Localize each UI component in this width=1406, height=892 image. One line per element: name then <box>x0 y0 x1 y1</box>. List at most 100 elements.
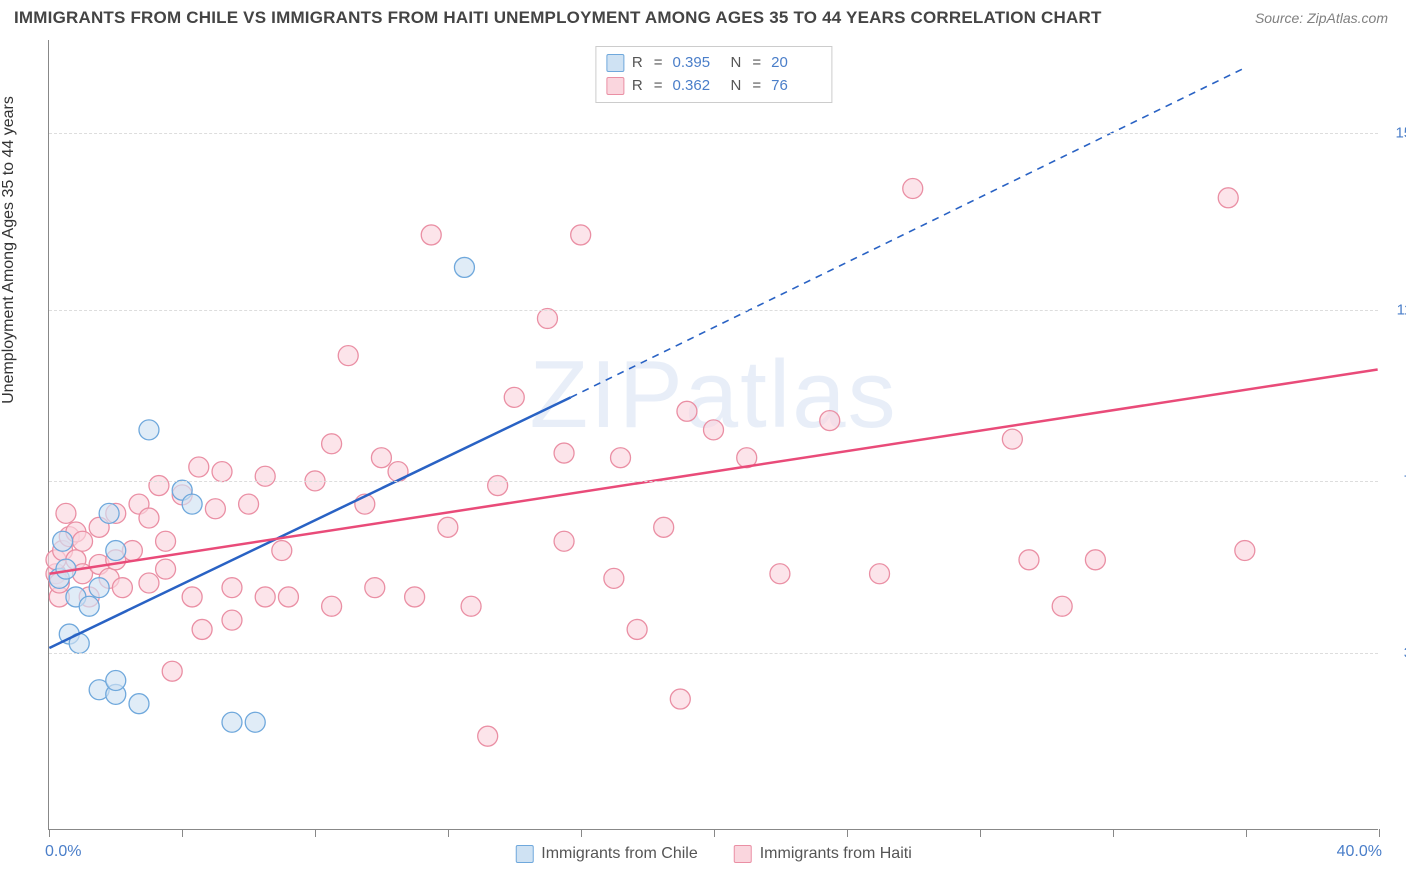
data-point <box>156 531 176 551</box>
data-point <box>338 346 358 366</box>
x-tick <box>714 829 715 837</box>
data-point <box>156 559 176 579</box>
data-point <box>670 689 690 709</box>
data-point <box>554 443 574 463</box>
data-point <box>272 541 292 561</box>
data-point <box>89 578 109 598</box>
data-point <box>870 564 890 584</box>
series-legend: Immigrants from Chile Immigrants from Hai… <box>515 845 912 863</box>
data-point <box>73 531 93 551</box>
data-point <box>461 596 481 616</box>
data-point <box>56 503 76 523</box>
chart-title: IMMIGRANTS FROM CHILE VS IMMIGRANTS FROM… <box>14 8 1102 28</box>
data-point <box>438 517 458 537</box>
legend-item: Immigrants from Chile <box>515 845 697 863</box>
legend-n-label: N <box>731 52 742 75</box>
data-point <box>222 578 242 598</box>
data-point <box>182 587 202 607</box>
x-tick <box>1379 829 1380 837</box>
data-point <box>278 587 298 607</box>
data-point <box>192 619 212 639</box>
data-point <box>106 670 126 690</box>
data-point <box>677 401 697 421</box>
data-point <box>53 531 73 551</box>
legend-item: Immigrants from Haiti <box>734 845 912 863</box>
legend-r-label: R <box>632 52 643 75</box>
y-tick-label: 11.2% <box>1383 301 1406 318</box>
data-point <box>903 179 923 199</box>
legend-n-value: 20 <box>771 52 821 75</box>
data-point <box>255 466 275 486</box>
x-tick <box>847 829 848 837</box>
data-point <box>1019 550 1039 570</box>
x-tick <box>49 829 50 837</box>
data-point <box>770 564 790 584</box>
y-tick-label: 15.0% <box>1383 124 1406 141</box>
data-point <box>654 517 674 537</box>
x-tick <box>182 829 183 837</box>
data-point <box>388 462 408 482</box>
legend-n-label: N <box>731 75 742 98</box>
plot-area: ZIPatlas R=0.395N=20R=0.362N=76 0.0% 40.… <box>48 40 1378 830</box>
data-point <box>222 712 242 732</box>
gridline <box>49 310 1378 311</box>
gridline <box>49 481 1378 482</box>
y-tick-label: 7.5% <box>1383 473 1406 490</box>
data-point <box>149 476 169 496</box>
trend-line-extrapolated <box>571 68 1245 398</box>
legend-swatch <box>606 77 624 95</box>
y-axis-label: Unemployment Among Ages 35 to 44 years <box>0 70 18 430</box>
data-point <box>139 573 159 593</box>
data-point <box>604 568 624 588</box>
data-point <box>1052 596 1072 616</box>
y-tick-label: 3.8% <box>1383 645 1406 662</box>
data-point <box>162 661 182 681</box>
legend-label: Immigrants from Haiti <box>760 845 912 863</box>
legend-row: R=0.395N=20 <box>606 52 821 75</box>
data-point <box>365 578 385 598</box>
data-point <box>189 457 209 477</box>
data-point <box>611 448 631 468</box>
correlation-legend: R=0.395N=20R=0.362N=76 <box>595 46 832 103</box>
data-point <box>627 619 647 639</box>
data-point <box>1085 550 1105 570</box>
data-point <box>454 257 474 277</box>
data-point <box>212 462 232 482</box>
data-point <box>245 712 265 732</box>
legend-r-value: 0.362 <box>673 75 723 98</box>
x-axis-max-label: 40.0% <box>1337 843 1382 861</box>
data-point <box>488 476 508 496</box>
data-point <box>222 610 242 630</box>
legend-n-value: 76 <box>771 75 821 98</box>
data-point <box>571 225 591 245</box>
x-tick <box>581 829 582 837</box>
data-point <box>1218 188 1238 208</box>
data-point <box>205 499 225 519</box>
x-tick <box>1246 829 1247 837</box>
data-point <box>255 587 275 607</box>
data-point <box>554 531 574 551</box>
legend-swatch <box>606 54 624 72</box>
data-point <box>1235 541 1255 561</box>
legend-swatch <box>515 845 533 863</box>
data-point <box>129 694 149 714</box>
gridline <box>49 653 1378 654</box>
legend-row: R=0.362N=76 <box>606 75 821 98</box>
data-point <box>371 448 391 468</box>
data-point <box>139 508 159 528</box>
data-point <box>478 726 498 746</box>
legend-r-label: R <box>632 75 643 98</box>
x-tick <box>980 829 981 837</box>
trend-line <box>49 370 1377 574</box>
x-tick <box>315 829 316 837</box>
data-point <box>112 578 132 598</box>
data-point <box>537 308 557 328</box>
data-point <box>421 225 441 245</box>
data-point <box>322 596 342 616</box>
legend-swatch <box>734 845 752 863</box>
data-point <box>79 596 99 616</box>
data-point <box>99 503 119 523</box>
x-axis-min-label: 0.0% <box>45 843 81 861</box>
trend-line <box>49 397 570 648</box>
legend-label: Immigrants from Chile <box>541 845 697 863</box>
